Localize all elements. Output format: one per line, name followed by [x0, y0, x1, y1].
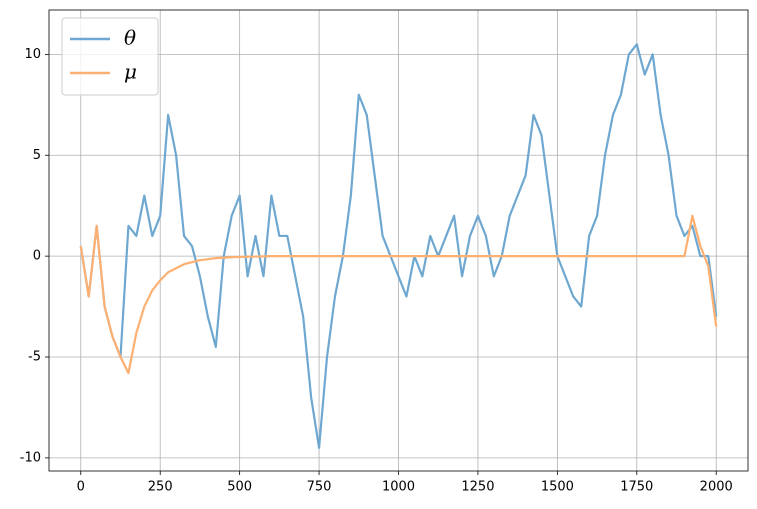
x-tick-label: 1250: [461, 480, 494, 495]
axes-frame: [48, 9, 749, 472]
x-tick-label: 1500: [541, 480, 574, 495]
y-tick-label: -5: [28, 350, 41, 365]
x-tick-label: 2000: [700, 480, 733, 495]
legend-label: θ: [124, 26, 136, 50]
x-tick-label: 500: [227, 480, 252, 495]
series-line: [79, 43, 718, 449]
y-tick-label: 10: [24, 47, 41, 62]
x-tick-label: 1750: [620, 480, 653, 495]
series-line: [79, 214, 718, 375]
y-tick-label: -10: [20, 450, 41, 465]
y-tick-label: 5: [33, 148, 41, 163]
x-tick-label: 750: [307, 480, 332, 495]
legend-label: μ: [124, 60, 137, 84]
x-tick-label: 1000: [382, 480, 415, 495]
x-tick-label: 0: [77, 480, 85, 495]
x-tick-label: 250: [148, 480, 173, 495]
legend: θμ: [61, 17, 159, 96]
legend-box: [61, 17, 159, 96]
y-tick-label: 0: [33, 249, 41, 264]
